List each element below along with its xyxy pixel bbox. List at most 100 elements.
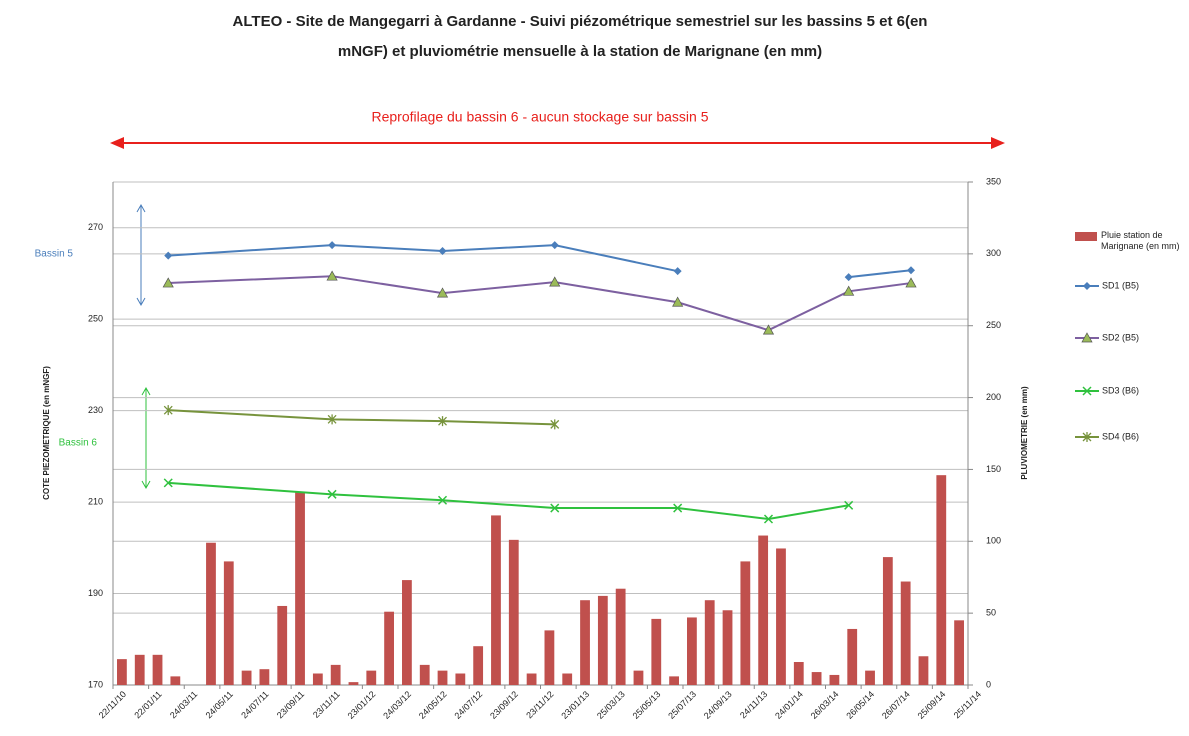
- marker: [907, 266, 915, 275]
- legend-label: SD1 (B5): [1102, 280, 1139, 290]
- annotation: Bassin 5: [35, 249, 74, 260]
- chart-title: ALTEO - Site de Mangegarri à Gardanne - …: [233, 13, 928, 30]
- marker: [844, 500, 854, 510]
- marker: [436, 287, 449, 298]
- bar: [295, 492, 305, 685]
- x-tick-label: 24/09/13: [702, 689, 734, 721]
- marker: [1082, 386, 1092, 396]
- x-tick-label: 24/11/13: [738, 689, 769, 720]
- bar: [544, 630, 555, 685]
- marker: [1083, 282, 1091, 290]
- bar: [152, 654, 163, 685]
- y2-tick-label: 300: [986, 248, 1001, 258]
- marker: [164, 251, 173, 260]
- bar: [580, 600, 590, 685]
- bar: [597, 595, 608, 685]
- x-tick-label: 23/01/13: [559, 689, 591, 721]
- legend-label: SD4 (B6): [1102, 431, 1139, 441]
- y2-axis-title: PLUVIOMETRIE (en mm): [1020, 386, 1029, 480]
- x-tick-label: 24/07/12: [452, 689, 484, 721]
- x-tick-label: 23/11/12: [524, 689, 555, 720]
- annotation: Bassin 6: [59, 438, 98, 449]
- bar: [330, 664, 341, 685]
- marker: [1081, 332, 1093, 343]
- marker: [438, 416, 447, 427]
- marker: [438, 247, 447, 256]
- y2-tick-label: 350: [986, 176, 1001, 186]
- marker: [328, 241, 337, 250]
- line: [848, 269, 912, 279]
- legend-label: Pluie station de Marignane (en mm): [1101, 230, 1180, 251]
- chart-title: mNGF) et pluviométrie mensuelle à la sta…: [338, 43, 822, 60]
- marker: [1082, 432, 1092, 442]
- x-tick-label: 23/09/12: [488, 689, 520, 721]
- x-tick-label: 24/05/11: [204, 689, 235, 720]
- x-tick-label: 25/05/13: [631, 689, 663, 721]
- bar: [223, 561, 234, 685]
- marker: [163, 478, 173, 488]
- bar: [669, 676, 679, 685]
- marker: [549, 276, 561, 287]
- bar: [526, 673, 537, 685]
- y-tick-label: 190: [88, 588, 103, 598]
- x-tick-label: 26/07/14: [880, 689, 912, 721]
- marker: [673, 503, 683, 513]
- marker: [844, 273, 853, 282]
- bar: [170, 676, 181, 685]
- marker: [673, 267, 682, 276]
- bar: [312, 673, 323, 685]
- bar: [562, 673, 573, 685]
- line: [168, 244, 678, 273]
- bar: [882, 557, 893, 685]
- x-tick-label: 26/05/14: [844, 689, 876, 721]
- marker: [550, 419, 560, 430]
- bar: [776, 548, 786, 685]
- bar: [954, 620, 964, 685]
- bar: [829, 674, 840, 685]
- bar: [134, 654, 145, 685]
- y2-tick-label: 200: [986, 392, 1001, 402]
- marker: [327, 414, 337, 425]
- y-tick-label: 230: [88, 405, 103, 415]
- y2-tick-label: 250: [986, 320, 1001, 330]
- bar: [508, 539, 519, 685]
- y-tick-label: 210: [88, 496, 103, 506]
- y-tick-label: 270: [88, 222, 103, 232]
- x-tick-label: 24/03/11: [168, 689, 199, 720]
- legend-label-box: Pluie station de Marignane (en mm): [1101, 230, 1180, 251]
- marker: [843, 285, 855, 296]
- bar: [455, 673, 466, 685]
- x-tick-label: 24/05/12: [417, 689, 449, 721]
- bar: [277, 605, 288, 685]
- bar: [402, 580, 412, 685]
- x-tick-label: 25/11/14: [952, 689, 983, 720]
- x-tick-label: 25/07/13: [666, 689, 698, 721]
- x-tick-label: 26/03/14: [809, 689, 841, 721]
- bar: [491, 515, 501, 685]
- red-arrow: [110, 137, 1005, 149]
- legend-label: SD3 (B6): [1102, 385, 1139, 395]
- bar: [793, 662, 804, 685]
- bar: [722, 610, 733, 685]
- line: [168, 481, 849, 521]
- bar: [384, 611, 394, 685]
- marker: [326, 270, 338, 281]
- y-tick-label: 250: [88, 314, 103, 324]
- y2-tick-label: 150: [986, 464, 1001, 474]
- bar: [419, 664, 430, 685]
- bar: [348, 682, 359, 685]
- legend-label: SD2 (B5): [1102, 332, 1139, 342]
- x-tick-label: 25/09/14: [916, 689, 948, 721]
- bar: [758, 535, 769, 685]
- bar: [259, 669, 270, 685]
- bar: [740, 561, 751, 685]
- x-tick-label: 22/11/10: [97, 689, 128, 720]
- x-tick-label: 24/01/14: [773, 689, 805, 721]
- bar: [366, 670, 377, 685]
- bar: [865, 670, 875, 685]
- marker: [550, 241, 559, 250]
- y-axis-title: COTE PIEZOMETRIQUE (en mNGF): [42, 366, 51, 500]
- x-tick-label: 23/01/12: [346, 689, 378, 721]
- marker: [438, 495, 448, 505]
- marker: [672, 296, 684, 307]
